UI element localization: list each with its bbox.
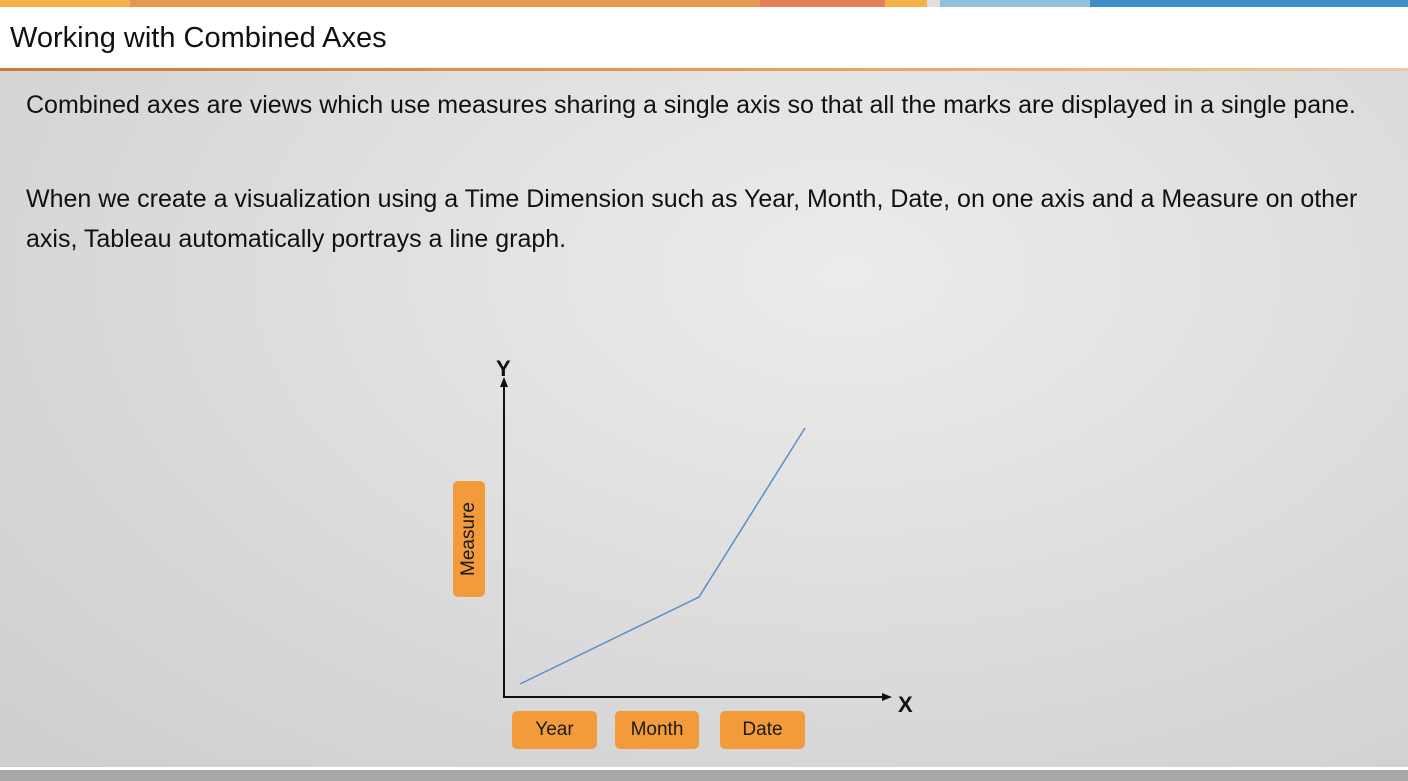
month-tag: Month: [615, 711, 699, 749]
top-bar-segment: [1090, 0, 1408, 7]
page-title: Working with Combined Axes: [10, 22, 387, 54]
paragraph-time-dimension: When we create a visualization using a T…: [26, 185, 1358, 253]
footer-bar: [0, 770, 1408, 781]
top-bar-segment: [130, 0, 760, 7]
paragraph-definition: Combined axes are views which use measur…: [26, 91, 1356, 119]
y-axis-label: Y: [496, 356, 511, 381]
header-divider: [0, 68, 1408, 71]
measure-tag: Measure: [453, 481, 485, 597]
year-tag: Year: [512, 711, 597, 749]
top-accent-bar: [0, 0, 1408, 7]
y-axis-arrowhead: [500, 377, 508, 387]
x-axis-label: X: [898, 692, 913, 717]
top-bar-segment: [885, 0, 927, 7]
header: Working with Combined Axes: [0, 7, 1408, 69]
footer-divider: [0, 767, 1408, 770]
trend-line: [519, 427, 806, 685]
top-bar-segment: [0, 0, 130, 7]
top-bar-segment: [760, 0, 885, 7]
x-axis-arrowhead: [882, 693, 892, 701]
measure-tag-label: Measure: [458, 502, 479, 576]
top-bar-segment: [940, 0, 1090, 7]
date-tag: Date: [720, 711, 805, 749]
